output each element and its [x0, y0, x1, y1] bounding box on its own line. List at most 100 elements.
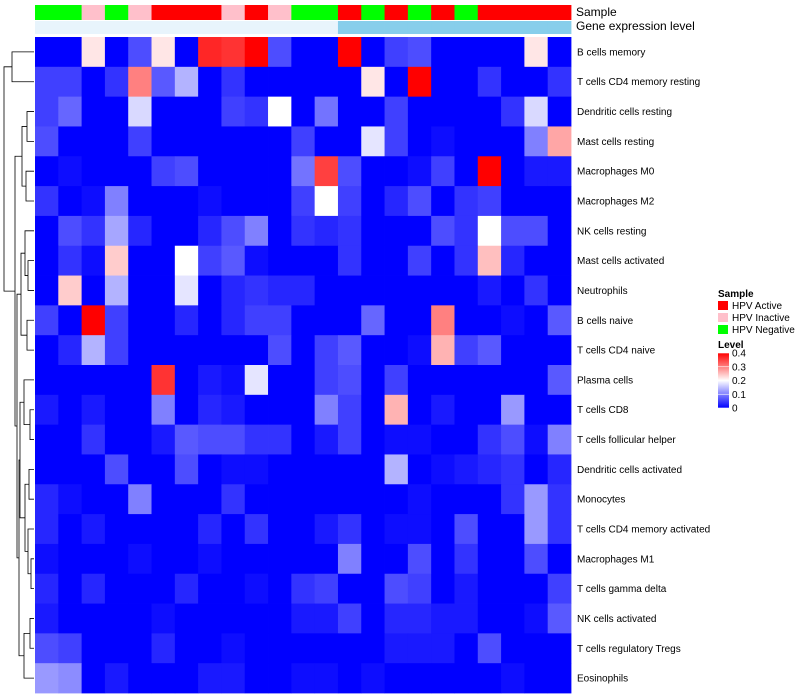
- annotation-cell-expression: [151, 21, 176, 34]
- legend-swatch-hpv-negative: [718, 325, 728, 334]
- heatmap-cell: [337, 365, 362, 396]
- heatmap-cell: [198, 96, 222, 127]
- heatmap-cell: [291, 335, 316, 366]
- heatmap-cell: [384, 126, 409, 157]
- heatmap-cell: [337, 96, 362, 127]
- heatmap-cell: [547, 424, 572, 455]
- heatmap-cell: [244, 424, 269, 455]
- heatmap-cell: [407, 603, 432, 634]
- heatmap-cell: [384, 186, 409, 217]
- heatmap-cell: [104, 573, 129, 604]
- heatmap-cell: [501, 186, 525, 217]
- heatmap-cell: [58, 394, 82, 426]
- heatmap-cell: [198, 245, 222, 276]
- heatmap-cell: [81, 96, 106, 127]
- annotation-cell-sample: [81, 5, 106, 20]
- heatmap-cell: [244, 365, 269, 396]
- dendrogram-branch: [25, 170, 34, 202]
- heatmap-cell: [221, 96, 246, 127]
- heatmap-cell: [221, 424, 246, 455]
- heatmap-cell: [151, 484, 176, 515]
- heatmap-cell: [501, 37, 525, 68]
- heatmap-cell: [151, 424, 176, 455]
- heatmap-cell: [361, 186, 385, 217]
- heatmap-cell: [58, 245, 82, 276]
- heatmap-cell: [81, 126, 106, 157]
- heatmap-cell: [81, 603, 106, 634]
- heatmap-cell: [151, 454, 176, 485]
- heatmap-cell: [477, 126, 502, 157]
- heatmap-cell: [477, 573, 502, 604]
- heatmap-cell: [174, 514, 199, 545]
- heatmap-cell: [361, 335, 385, 366]
- heatmap-cell: [128, 514, 152, 545]
- heatmap-cell: [291, 573, 316, 604]
- annotation-cell-sample: [384, 5, 409, 20]
- heatmap-cell: [221, 305, 246, 336]
- heatmap-cell: [35, 245, 59, 276]
- heatmap-cell: [337, 245, 362, 276]
- annotation-cell-sample: [547, 5, 572, 20]
- heatmap-cell: [35, 633, 59, 664]
- heatmap-cell: [337, 215, 362, 247]
- heatmap-cell: [454, 305, 479, 336]
- heatmap-cell: [268, 663, 292, 694]
- heatmap-cell: [244, 663, 269, 694]
- heatmap-cell: [337, 186, 362, 217]
- heatmap-cell: [407, 37, 432, 68]
- heatmap-cell: [431, 37, 455, 68]
- heatmap-cell: [361, 573, 385, 604]
- heatmap-cell: [524, 603, 549, 634]
- heatmap-cell: [384, 37, 409, 68]
- heatmap-cell: [244, 514, 269, 545]
- annotation-title-sample: Sample: [576, 5, 617, 19]
- heatmap-cell: [314, 514, 339, 545]
- heatmap-cell: [244, 245, 269, 276]
- heatmap-cell: [151, 305, 176, 336]
- heatmap-cell: [407, 514, 432, 545]
- heatmap-cell: [244, 37, 269, 68]
- heatmap-cell: [104, 215, 129, 247]
- heatmap-cell: [174, 543, 199, 575]
- heatmap-cell: [547, 543, 572, 575]
- heatmap-cell: [221, 275, 246, 306]
- heatmap-cell: [244, 573, 269, 604]
- annotation-cell-sample: [244, 5, 269, 20]
- heatmap-cell: [477, 186, 502, 217]
- dendrogram-branch: [26, 319, 34, 351]
- annotation-cell-expression: [198, 21, 222, 34]
- heatmap-cell: [81, 573, 106, 604]
- heatmap-cell: [524, 424, 549, 455]
- legend: Sample HPV Active HPV Inactive HPV Negat…: [718, 289, 795, 415]
- heatmap-cell: [58, 454, 82, 485]
- heatmap-cell: [104, 454, 129, 485]
- heatmap-cell: [128, 186, 152, 217]
- heatmap-cell: [35, 96, 59, 127]
- row-label: B cells memory: [577, 47, 645, 58]
- heatmap-cell: [524, 394, 549, 426]
- heatmap-cell: [244, 96, 269, 127]
- heatmap-cell: [268, 454, 292, 485]
- heatmap-cell: [151, 126, 176, 157]
- heatmap-cell: [221, 215, 246, 247]
- heatmap-cell: [58, 96, 82, 127]
- heatmap-cell: [221, 454, 246, 485]
- heatmap-cell: [314, 365, 339, 396]
- heatmap-cell: [454, 66, 479, 98]
- heatmap-cell: [337, 126, 362, 157]
- row-label: Neutrophils: [577, 286, 628, 297]
- heatmap-cell: [35, 663, 59, 694]
- annotation-cell-expression: [477, 21, 502, 34]
- heatmap-cell: [501, 275, 525, 306]
- heatmap-cell: [268, 96, 292, 127]
- heatmap-cell: [407, 156, 432, 187]
- heatmap-cell: [198, 454, 222, 485]
- heatmap-cell: [198, 394, 222, 426]
- heatmap-cell: [407, 245, 432, 276]
- heatmap-cell: [221, 573, 246, 604]
- heatmap-cell: [81, 335, 106, 366]
- heatmap-cell: [174, 573, 199, 604]
- heatmap-cell: [268, 305, 292, 336]
- heatmap-cell: [81, 365, 106, 396]
- heatmap-cell: [361, 215, 385, 247]
